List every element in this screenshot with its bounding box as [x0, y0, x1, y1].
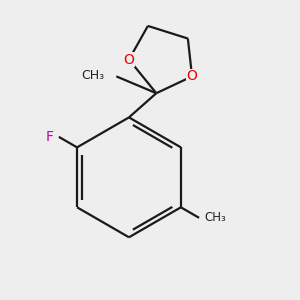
Text: F: F — [46, 130, 54, 144]
Text: O: O — [187, 69, 197, 83]
Text: CH₃: CH₃ — [82, 69, 105, 82]
Text: CH₃: CH₃ — [204, 211, 226, 224]
Text: O: O — [124, 52, 134, 67]
